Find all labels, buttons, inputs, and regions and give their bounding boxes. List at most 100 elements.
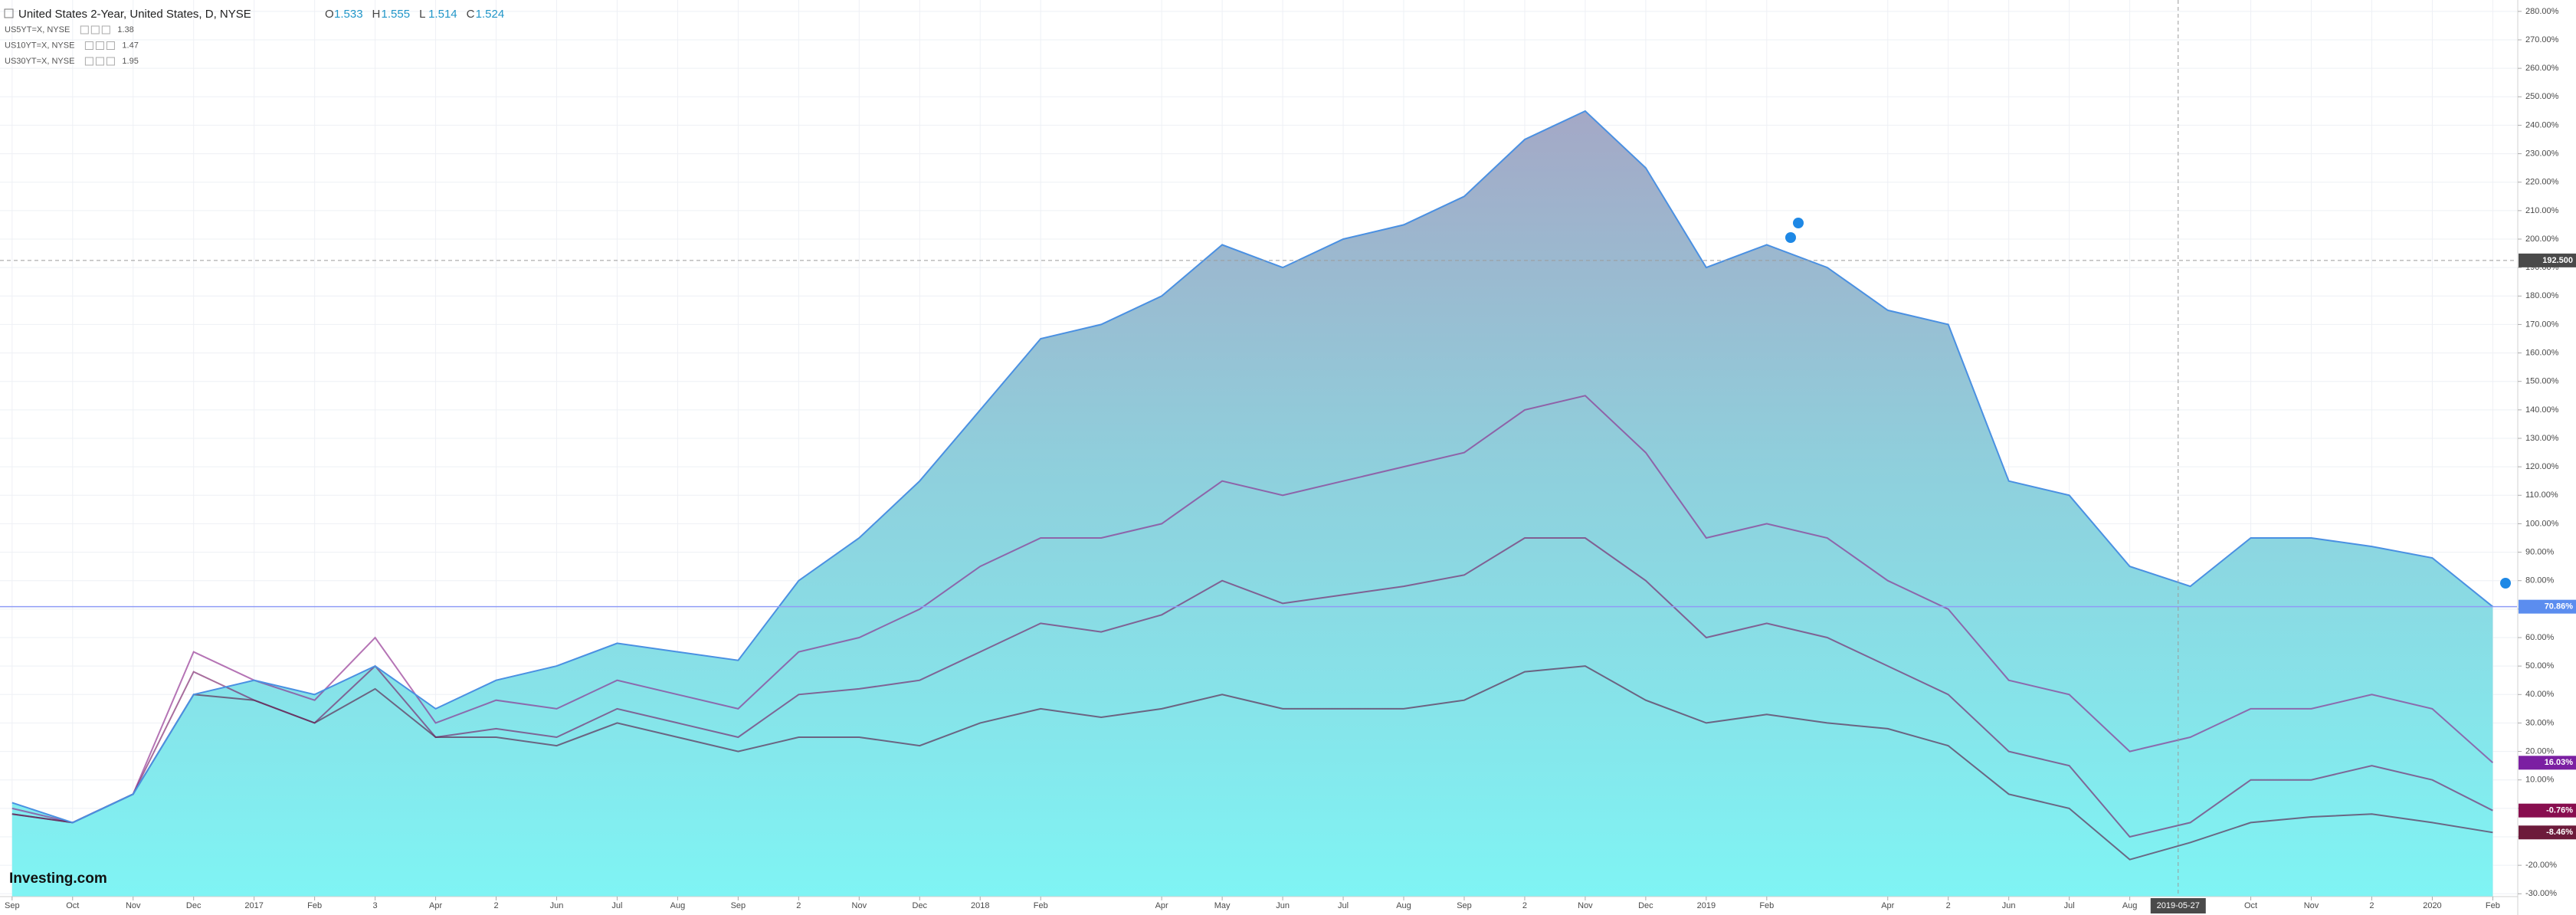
legend-button <box>80 25 89 34</box>
series-line <box>11 110 2494 824</box>
x-tick-label: Apr <box>1155 901 1168 910</box>
y-tick-label: 120.00% <box>2525 462 2559 471</box>
x-tick-label: Jun <box>1276 901 1290 910</box>
crosshair-y-badge <box>2519 253 2576 267</box>
y-tick-label: 230.00% <box>2525 149 2559 158</box>
y-tick-label: 200.00% <box>2525 234 2559 244</box>
legend-button <box>90 25 100 34</box>
ohlc-value: 1.514 <box>428 8 457 21</box>
last-value-badge <box>2519 599 2576 614</box>
x-tick-label: Nov <box>126 901 141 910</box>
chart-title: United States 2-Year, United States, D, … <box>18 8 251 21</box>
x-tick-label: Oct <box>2244 901 2257 910</box>
y-tick-label: 180.00% <box>2525 291 2559 300</box>
x-tick-label: Jul <box>1338 901 1349 910</box>
ohlc-value: 1.533 <box>334 8 363 21</box>
x-tick-label: Nov <box>1578 901 1593 910</box>
legend-button <box>95 57 104 66</box>
legend-name: US5YT=X, NYSE <box>5 25 70 34</box>
y-tick-label: 20.00% <box>2525 746 2555 756</box>
y-tick-label: 240.00% <box>2525 120 2559 130</box>
legend-name: US30YT=X, NYSE <box>5 57 74 66</box>
last-value-badge <box>2519 803 2576 818</box>
legend-button <box>95 41 104 50</box>
y-tick-label: 80.00% <box>2525 576 2555 585</box>
y-tick-label: 170.00% <box>2525 320 2559 329</box>
x-tick-label: Oct <box>66 901 79 910</box>
x-tick-label: Apr <box>1881 901 1894 910</box>
x-tick-label: Dec <box>1638 901 1653 910</box>
x-tick-label: Jul <box>2064 901 2075 910</box>
y-tick-label: 270.00% <box>2525 35 2559 44</box>
legend-value: 1.95 <box>122 57 138 66</box>
y-tick-label: 160.00% <box>2525 348 2559 357</box>
y-tick-label: 280.00% <box>2525 7 2559 16</box>
x-tick-label: Nov <box>852 901 867 910</box>
series-line <box>11 395 2494 824</box>
x-tick-label: 2019 <box>1697 901 1716 910</box>
crosshair-y-label: 192.500 <box>2542 256 2573 265</box>
ohlc-key: O <box>325 8 334 21</box>
legend-button <box>84 57 93 66</box>
crosshair-x-badge <box>2150 898 2206 913</box>
ohlc-key: H <box>372 8 381 21</box>
x-tick-label: Aug <box>2122 901 2138 910</box>
ohlc-key: C <box>467 8 475 21</box>
ohlc-value: 1.524 <box>476 8 505 21</box>
y-tick-label: 150.00% <box>2525 377 2559 386</box>
y-tick-label: 250.00% <box>2525 92 2559 101</box>
watermark: Investing.com <box>9 871 107 887</box>
y-tick-label: 210.00% <box>2525 206 2559 215</box>
y-tick-label: -20.00% <box>2525 861 2557 870</box>
x-tick-label: Jun <box>2002 901 2016 910</box>
last-value-label: 70.86% <box>2545 602 2574 612</box>
x-tick-label: Nov <box>2304 901 2319 910</box>
y-tick-label: 100.00% <box>2525 519 2559 528</box>
x-tick-label: Feb <box>307 901 322 910</box>
x-tick-label: 2 <box>493 901 498 910</box>
last-value-badge <box>2519 825 2576 840</box>
x-tick-label: Jul <box>611 901 622 910</box>
event-marker[interactable] <box>2500 578 2511 589</box>
x-tick-label: 2017 <box>244 901 263 910</box>
legend-button <box>106 57 115 66</box>
y-tick-label: 30.00% <box>2525 718 2555 727</box>
y-tick-label: -30.00% <box>2525 889 2557 898</box>
x-tick-label: May <box>1214 901 1231 910</box>
series-line <box>11 665 2493 861</box>
x-tick-label: Dec <box>186 901 202 910</box>
y-tick-label: 130.00% <box>2525 434 2559 443</box>
collapse-icon[interactable] <box>4 8 14 18</box>
last-value-label: -0.76% <box>2546 806 2573 815</box>
x-tick-label: Aug <box>670 901 686 910</box>
event-marker[interactable] <box>1793 218 1804 228</box>
x-tick-label: 3 <box>373 901 378 910</box>
x-tick-label: Feb <box>1034 901 1048 910</box>
x-tick-label: 2 <box>1946 901 1951 910</box>
y-tick-label: 50.00% <box>2525 661 2555 671</box>
x-tick-label: Feb <box>2486 901 2500 910</box>
legend-button <box>106 41 115 50</box>
x-tick-label: Sep <box>1457 901 1472 910</box>
series-line <box>11 537 2493 838</box>
x-tick-label: Apr <box>429 901 442 910</box>
legend-button <box>101 25 110 34</box>
legend-button <box>84 41 93 50</box>
x-tick-label: Dec <box>913 901 928 910</box>
event-marker[interactable] <box>1785 232 1796 243</box>
legend-value: 1.38 <box>117 25 133 34</box>
x-tick-label: Feb <box>1759 901 1774 910</box>
crosshair-x-label: 2019-05-27 <box>2157 901 2200 910</box>
legend-value: 1.47 <box>122 41 138 50</box>
area-fill <box>11 110 2493 897</box>
y-tick-label: 140.00% <box>2525 405 2559 415</box>
y-tick-label: 110.00% <box>2525 490 2558 500</box>
x-tick-label: Sep <box>5 901 20 910</box>
x-tick-label: Aug <box>1396 901 1411 910</box>
y-tick-label: 60.00% <box>2525 633 2555 642</box>
y-tick-label: 90.00% <box>2525 547 2555 556</box>
last-value-badge <box>2519 756 2576 770</box>
last-value-label: 16.03% <box>2545 758 2574 767</box>
y-tick-label: 40.00% <box>2525 690 2555 699</box>
